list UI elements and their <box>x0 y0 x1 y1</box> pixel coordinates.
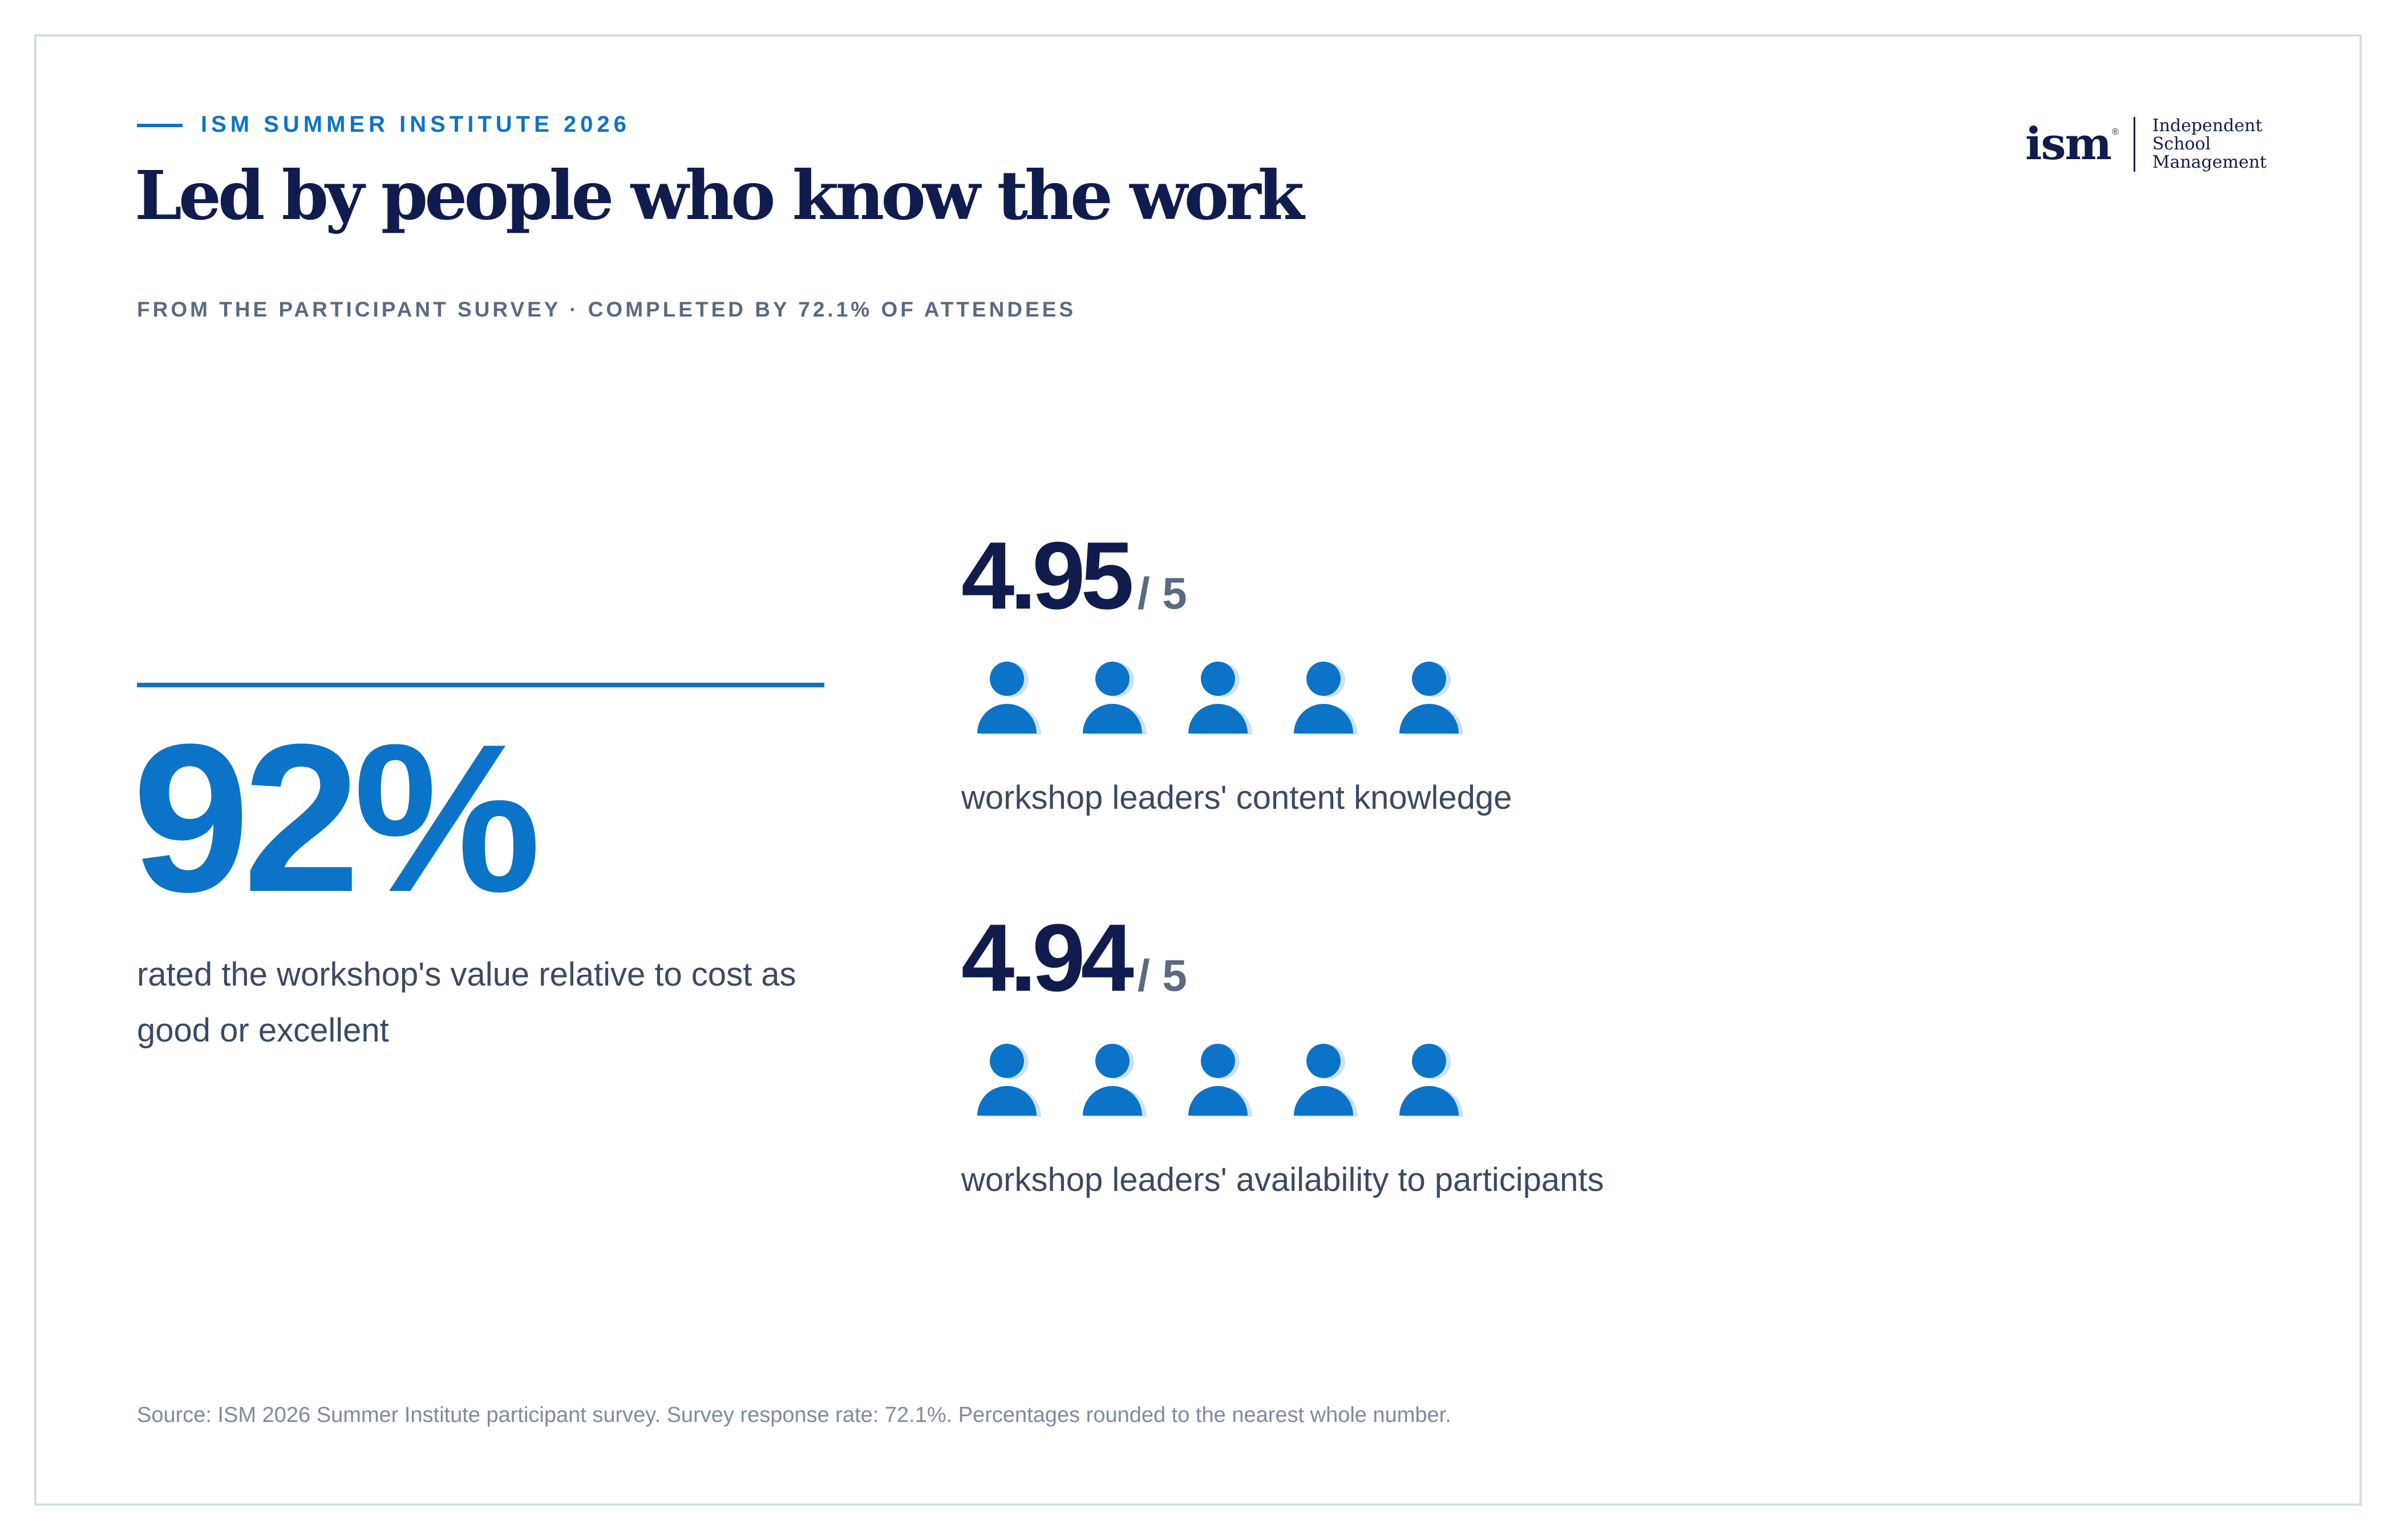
rating-2-max: / 5 <box>1137 950 1187 1000</box>
person-icon <box>1083 662 1147 735</box>
rating-1-label: workshop leaders' content knowledge <box>961 779 1512 816</box>
rating-2: 4.94 / 5 <box>961 910 1187 1006</box>
person-icon <box>1294 662 1358 735</box>
person-icon-strip <box>977 1044 1463 1117</box>
eyebrow-rule <box>137 124 183 127</box>
card-frame <box>34 34 2362 1506</box>
person-icon <box>1188 662 1252 735</box>
logo-divider <box>2133 117 2135 172</box>
ism-logo: ism ® Independent School Management <box>2025 117 2267 172</box>
rating-2-label: workshop leaders' availability to partic… <box>961 1161 1604 1198</box>
headline-stat-value: 92% <box>132 700 541 936</box>
rating-2-person-icons <box>973 1044 1543 1118</box>
headline-stat-description: rated the workshop's value relative to c… <box>137 956 796 1049</box>
page-subtitle: FROM THE PARTICIPANT SURVEY · COMPLETED … <box>137 298 1076 321</box>
logo-line-3: Management <box>2152 152 2267 172</box>
eyebrow-label: ISM SUMMER INSTITUTE 2026 <box>201 112 630 137</box>
person-icon <box>1083 1044 1147 1117</box>
rating-1-max: / 5 <box>1137 568 1187 618</box>
source-note: Source: ISM 2026 Summer Institute partic… <box>137 1403 1451 1427</box>
stat-accent-rule <box>137 683 824 687</box>
person-icon <box>1188 1044 1252 1117</box>
person-icon <box>1399 662 1463 735</box>
page-title: Led by people who know the work <box>135 156 1304 235</box>
person-icon <box>1399 1044 1463 1117</box>
rating-2-score: 4.94 <box>961 904 1134 1011</box>
rating-1: 4.95 / 5 <box>961 528 1187 623</box>
person-icon <box>1294 1044 1358 1117</box>
person-icon-strip <box>977 662 1463 735</box>
logo-line-1: Independent <box>2152 116 2263 136</box>
logo-registered-mark: ® <box>2112 127 2119 137</box>
logo-mark: ism <box>2025 118 2112 170</box>
logo-line-2: School <box>2152 134 2211 154</box>
rating-1-person-icons <box>973 662 1543 736</box>
rating-1-score: 4.95 <box>961 522 1134 629</box>
person-icon <box>977 1044 1041 1117</box>
logo-wordmark: Independent School Management <box>2152 117 2267 172</box>
person-icon <box>977 662 1041 735</box>
